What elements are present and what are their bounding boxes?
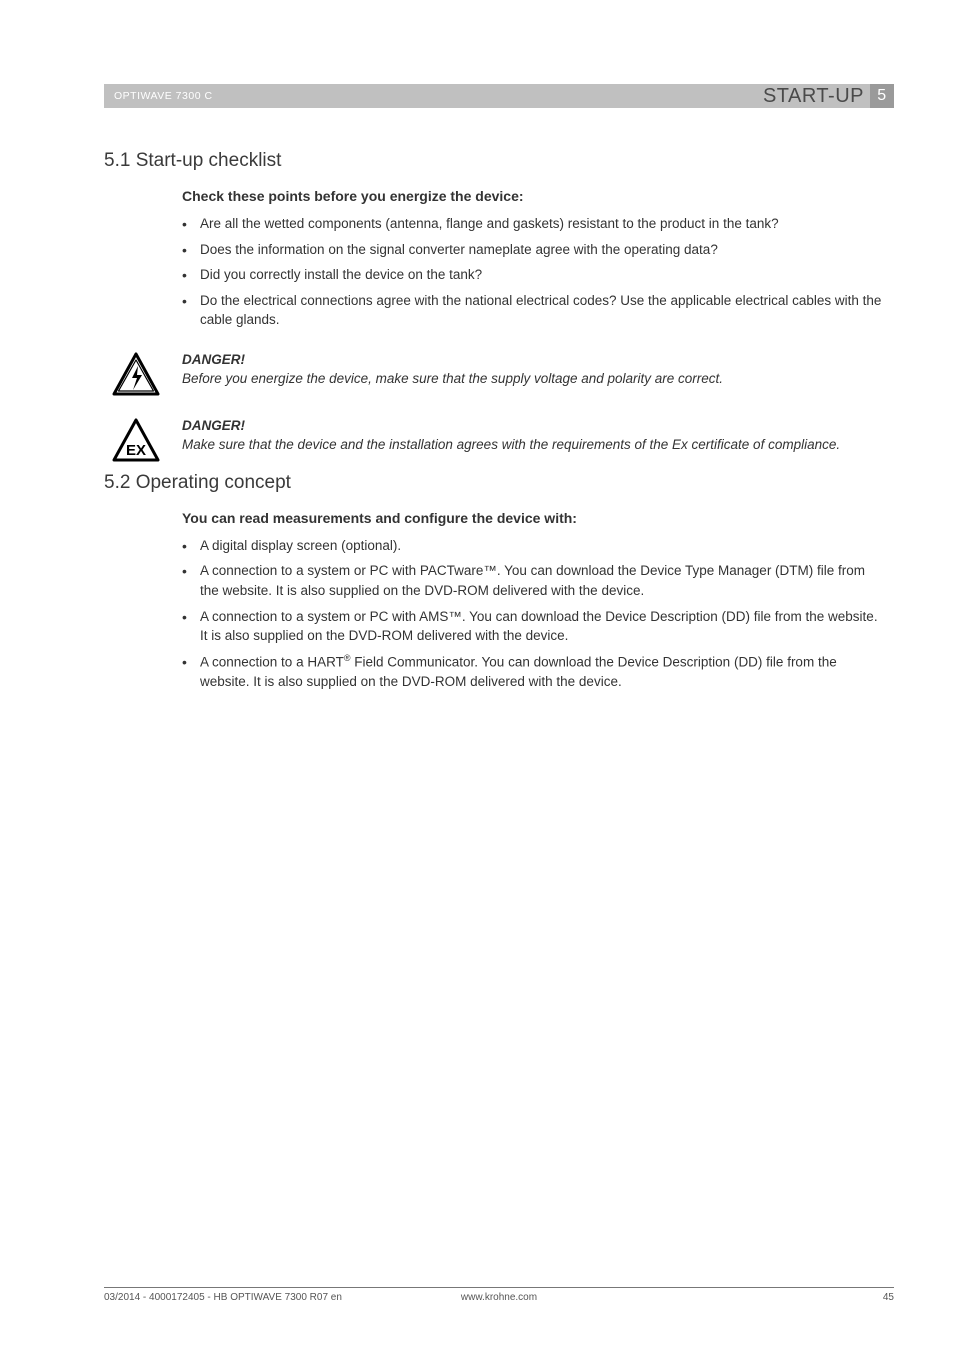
- list-item: A digital display screen (optional).: [182, 536, 886, 556]
- svg-text:EX: EX: [126, 442, 146, 459]
- danger-title: DANGER!: [182, 418, 886, 433]
- page: OPTIWAVE 7300 C START-UP 5 5.1 Start-up …: [0, 0, 954, 1351]
- content: 5.1 Start-up checklist Check these point…: [104, 150, 894, 697]
- danger-ex: EX DANGER! Make sure that the device and…: [104, 418, 894, 462]
- list-item: Are all the wetted components (antenna, …: [182, 214, 886, 234]
- footer: 03/2014 - 4000172405 - HB OPTIWAVE 7300 …: [104, 1287, 894, 1303]
- chapter-number: 5: [870, 84, 894, 108]
- danger-electric-text: DANGER! Before you energize the device, …: [182, 352, 894, 389]
- list-5-2: A digital display screen (optional). A c…: [182, 536, 894, 691]
- heading-5-1: 5.1 Start-up checklist: [104, 150, 894, 172]
- danger-body: Make sure that the device and the instal…: [182, 435, 886, 455]
- lead-5-1: Check these points before you energize t…: [182, 188, 894, 204]
- footer-center: www.krohne.com: [461, 1292, 537, 1303]
- list-item: Does the information on the signal conve…: [182, 240, 886, 260]
- footer-left: 03/2014 - 4000172405 - HB OPTIWAVE 7300 …: [104, 1292, 342, 1303]
- lead-5-2: You can read measurements and configure …: [182, 510, 894, 526]
- list-item: A connection to a HART® Field Communicat…: [182, 652, 886, 692]
- danger-title: DANGER!: [182, 352, 886, 367]
- list-item: A connection to a system or PC with PACT…: [182, 561, 886, 600]
- checklist-5-1: Are all the wetted components (antenna, …: [182, 214, 894, 330]
- product-name: OPTIWAVE 7300 C: [114, 90, 213, 102]
- chapter-title: START-UP: [763, 85, 864, 108]
- list-item: Did you correctly install the device on …: [182, 265, 886, 285]
- header-bar: OPTIWAVE 7300 C START-UP 5: [104, 84, 894, 108]
- footer-right: 45: [883, 1292, 894, 1303]
- list-item: A connection to a system or PC with AMS™…: [182, 607, 886, 646]
- warning-ex-icon: EX: [104, 418, 182, 462]
- danger-electric: DANGER! Before you energize the device, …: [104, 352, 894, 396]
- list-item: Do the electrical connections agree with…: [182, 291, 886, 330]
- chapter-label: START-UP 5: [763, 84, 894, 108]
- danger-body: Before you energize the device, make sur…: [182, 369, 886, 389]
- danger-ex-text: DANGER! Make sure that the device and th…: [182, 418, 894, 455]
- heading-5-2: 5.2 Operating concept: [104, 472, 894, 494]
- warning-electric-icon: [104, 352, 182, 396]
